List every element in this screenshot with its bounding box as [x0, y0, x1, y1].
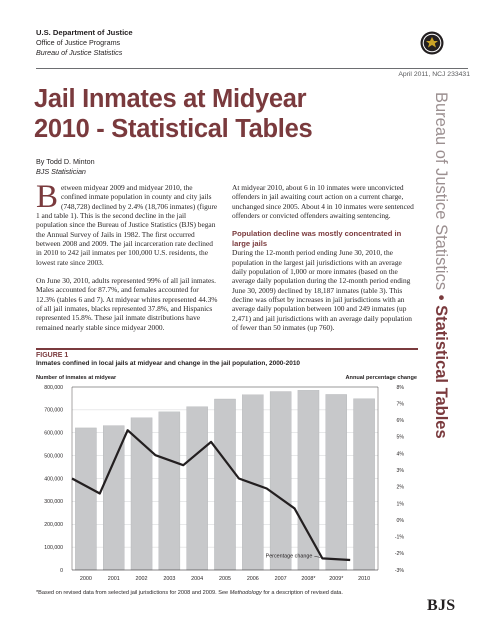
y-left-tick-label: 200,000 — [44, 522, 63, 528]
bureau-name: Bureau of Justice Statistics — [36, 48, 123, 57]
y-left-tick-label: 700,000 — [44, 408, 63, 414]
annotation-label: Percentage change — [266, 553, 313, 559]
bjs-logo: BJS — [427, 597, 456, 614]
annotation-leader — [314, 556, 321, 558]
x-tick-label: 2004 — [191, 576, 203, 582]
report-title: Jail Inmates at Midyear 2010 - Statistic… — [34, 84, 354, 144]
y-left-tick-label: 100,000 — [44, 545, 63, 551]
bar — [297, 390, 320, 571]
y-left-tick-label: 500,000 — [44, 453, 63, 459]
bar — [269, 391, 292, 571]
report-date-number: April 2011, NCJ 233431 — [398, 71, 470, 78]
drop-cap: B — [36, 179, 59, 215]
y-right-tick-label: 2% — [397, 485, 405, 491]
footnote-methodology: Methodology — [229, 590, 262, 596]
footnote-text-2: for a description of revised data. — [261, 590, 343, 596]
series-band-text: Bureau of Justice Statistics • Statistic… — [431, 92, 450, 439]
y-right-tick-label: -1% — [395, 535, 405, 541]
title-line-1: Jail Inmates at Midyear — [34, 85, 307, 113]
y-right-tick-label: 5% — [397, 435, 405, 441]
chart-bars — [75, 390, 375, 571]
y-right-tick-label: 3% — [397, 468, 405, 474]
department-name: U.S. Department of Justice — [36, 28, 133, 37]
body-column-2: At midyear 2010, about 6 in 10 inmates w… — [232, 183, 418, 341]
x-tick-label: 2005 — [219, 576, 231, 582]
chart-line — [71, 429, 351, 562]
y-right-tick-label: -3% — [395, 568, 405, 574]
y-right-tick-label: 0% — [397, 518, 405, 524]
jail-population-chart: 0 100,000 200,000 300,000 400,000 500,000 600,… — [36, 375, 418, 582]
author-role: BJS Statistician — [36, 166, 86, 176]
footnote-text-1: *Based on revised data from selected jai… — [36, 590, 230, 596]
x-tick-label: 2008* — [301, 576, 316, 582]
doj-seal-icon — [420, 31, 444, 55]
bar — [158, 411, 181, 571]
chart-axes: 0 100,000 200,000 300,000 400,000 500,000 600,… — [44, 385, 404, 582]
header-rule — [36, 68, 468, 69]
bar — [186, 406, 208, 571]
office-name: Office of Justice Programs — [36, 38, 121, 47]
y-right-tick-label: -2% — [395, 551, 405, 557]
x-tick-label: 2001 — [108, 576, 120, 582]
figure-footnote: *Based on revised data from selected jai… — [36, 590, 418, 596]
x-tick-label: 2010 — [358, 576, 370, 582]
bar — [75, 427, 97, 571]
y-left-tick-label: 600,000 — [44, 431, 63, 437]
y-left-tick-label: 300,000 — [44, 499, 63, 505]
y-left-tick-label: 800,000 — [44, 385, 63, 391]
x-tick-label: 2000 — [80, 576, 92, 582]
y-right-tick-label: 4% — [397, 451, 405, 457]
agency-block: U.S. Department of Justice Office of Jus… — [36, 28, 286, 58]
series-separator: • — [432, 294, 450, 301]
paragraph-intro-text: etween midyear 2009 and midyear 2010, th… — [36, 183, 218, 267]
x-tick-label: 2007 — [275, 576, 287, 582]
bar — [325, 394, 347, 571]
y-right-tick-label: 6% — [397, 418, 405, 424]
y-right-tick-label: 7% — [397, 401, 405, 407]
bar — [353, 398, 375, 571]
x-tick-label: 2002 — [136, 576, 148, 582]
bar — [130, 417, 153, 571]
y-left-tick-label: 0 — [60, 568, 63, 574]
author-name: By Todd D. Minton — [36, 157, 95, 166]
x-tick-label: 2003 — [163, 576, 175, 582]
series-band: Bureau of Justice Statistics • Statistic… — [431, 92, 461, 452]
title-line-2: 2010 - Statistical Tables — [34, 115, 313, 143]
x-tick-label: 2006 — [247, 576, 259, 582]
paragraph-large-jails: During the 12-month period ending June 3… — [232, 248, 413, 332]
byline: By Todd D. Minton BJS Statistician — [36, 157, 95, 176]
y-right-tick-label: 1% — [397, 501, 405, 507]
x-tick-label: 2009* — [329, 576, 344, 582]
series-type: Statistical Tables — [432, 305, 450, 439]
y-right-tick-label: 8% — [397, 385, 405, 391]
paragraph-demographics: On June 30, 2010, adults represented 99%… — [36, 276, 218, 332]
y-axis-right-label: Annual percentage change — [346, 375, 418, 381]
paragraph-conviction-status: At midyear 2010, about 6 in 10 inmates w… — [232, 183, 414, 221]
figure-label: FIGURE 1 — [36, 352, 69, 359]
bar — [214, 398, 236, 571]
figure-rule — [36, 348, 418, 350]
section-heading: Population decline was mostly concentrat… — [232, 229, 402, 248]
series-name: Bureau of Justice Statistics — [432, 92, 450, 291]
figure-title: Inmates confined in local jails at midye… — [36, 360, 301, 367]
y-axis-left-label: Number of inmates at midyear — [36, 375, 117, 381]
y-left-tick-label: 400,000 — [44, 476, 63, 482]
